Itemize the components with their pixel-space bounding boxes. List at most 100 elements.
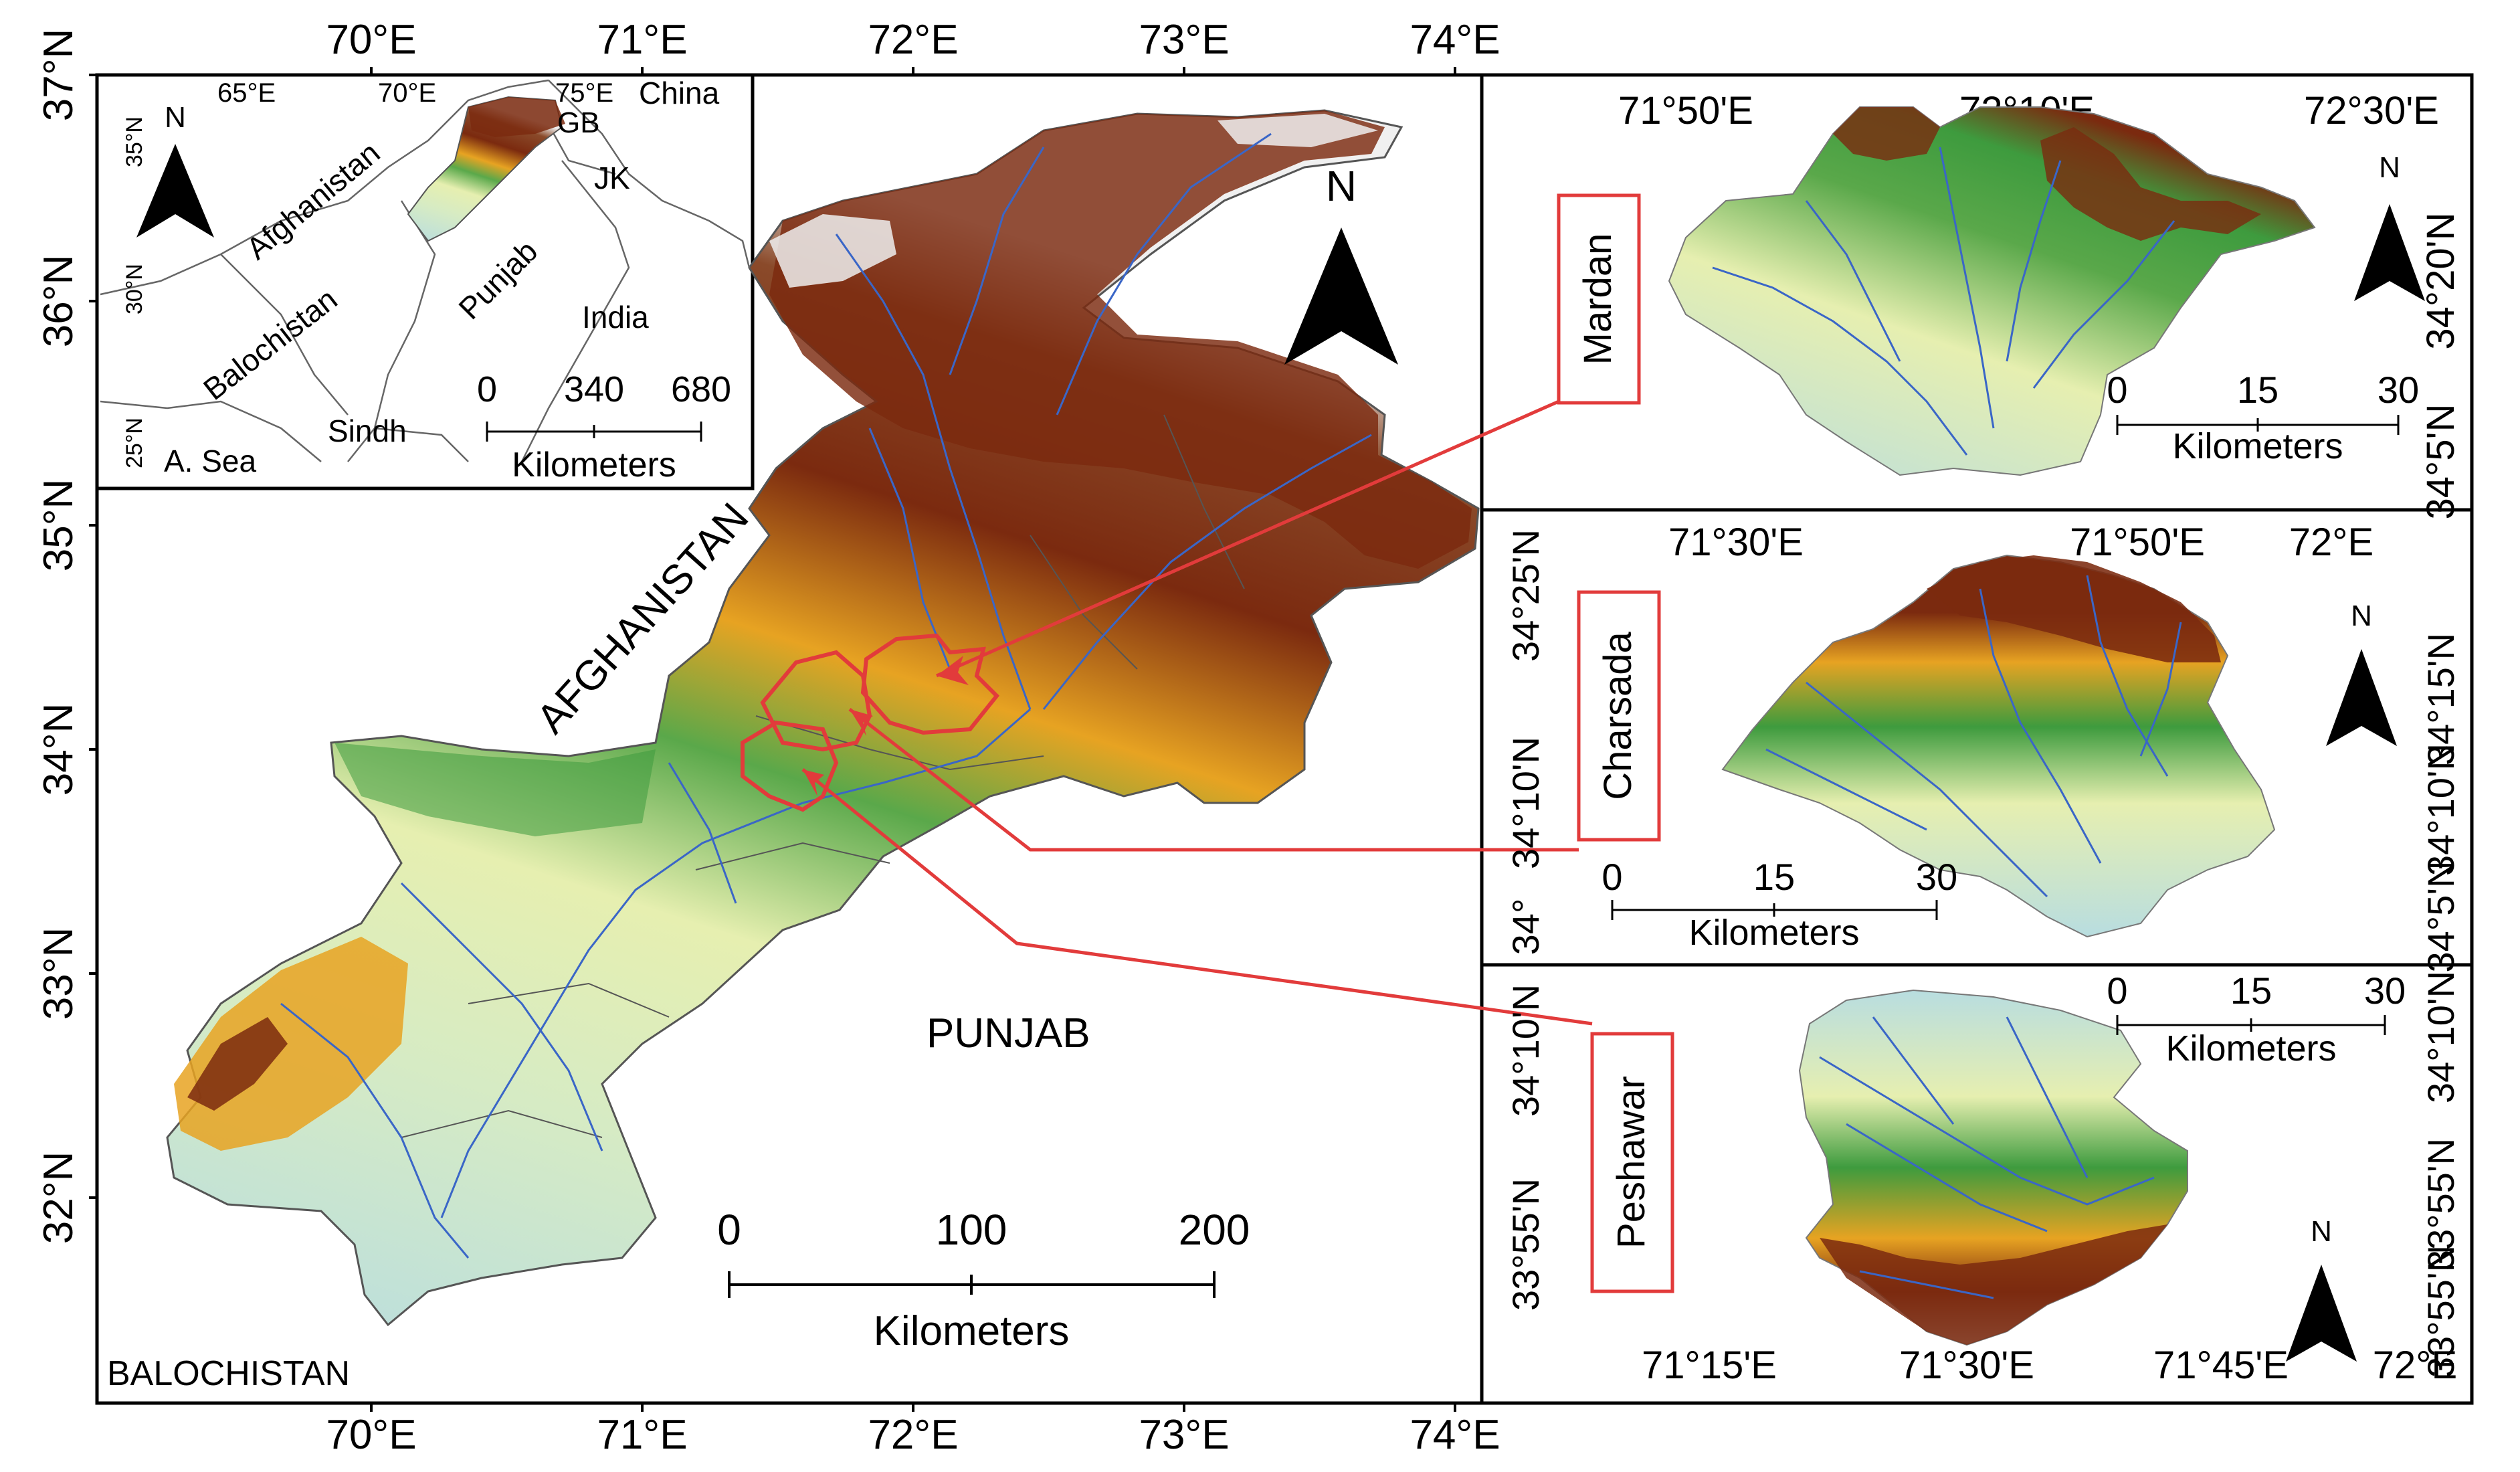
main-lon-labels-top: 70°E 71°E 72°E 73°E 74°E	[326, 17, 1500, 63]
lon-label: 70°E	[326, 17, 416, 63]
north-arrow-icon	[2286, 1265, 2357, 1362]
inset-lon-label: 65°E	[217, 78, 276, 108]
lat-label: 32°N	[35, 1152, 82, 1245]
connector-arrowheads	[803, 656, 969, 796]
north-label: N	[165, 101, 186, 134]
panel-lat-label: 33°55'N	[2420, 1245, 2462, 1378]
scale-unit: Kilometers	[1688, 913, 1859, 953]
panel-lat-label: 34°5'N	[2419, 404, 2462, 520]
charsada-north-arrow: N	[2326, 600, 2397, 746]
panel-lon-label: 72°30'E	[2304, 89, 2439, 132]
north-label: N	[1326, 162, 1357, 210]
scale-unit: Kilometers	[874, 1308, 1070, 1354]
lon-label: 73°E	[1139, 17, 1229, 63]
inset-lat-label: 25°N	[122, 418, 147, 468]
lat-label: 36°N	[35, 255, 82, 348]
north-arrow-icon	[136, 144, 214, 238]
lon-label: 74°E	[1410, 17, 1500, 63]
mardan-name-box	[1557, 193, 1641, 405]
scale-tick: 15	[2237, 369, 2279, 411]
charsada-name-box	[1577, 590, 1661, 842]
scale-tick: 0	[717, 1206, 741, 1254]
panel-lon-label: 71°45'E	[2153, 1344, 2289, 1387]
scale-unit: Kilometers	[2165, 1028, 2336, 1069]
inset-scale-bar: 0 340 680 Kilometers	[477, 369, 731, 484]
lon-label: 71°E	[597, 1412, 687, 1458]
kp-highlands	[769, 110, 1472, 569]
mardan-panel: 71°50'E 72°10'E 72°30'E 34°20'N 34°5'N M…	[1557, 89, 2462, 520]
scale-unit: Kilometers	[2172, 426, 2343, 466]
inset-north-arrow: N	[136, 101, 214, 238]
panel-lat-label: 34°25'N	[1505, 529, 1547, 662]
scale-tick: 0	[2107, 970, 2127, 1012]
main-ticks	[89, 67, 1456, 1412]
north-arrow-icon	[1284, 227, 1398, 365]
panel-lon-label: 71°30'E	[1899, 1344, 2034, 1387]
lat-label: 34°N	[35, 703, 82, 796]
panel-lat-label: 34°	[1505, 899, 1547, 955]
peshawar-rivers	[1819, 1016, 2155, 1299]
kp-southwest-peaks	[187, 1017, 288, 1111]
north-arrow-icon	[2354, 204, 2425, 301]
mardan-outline	[860, 633, 1000, 735]
lon-label: 70°E	[326, 1412, 416, 1458]
peshawar-highlands	[1820, 1224, 2167, 1345]
scale-tick: 30	[2364, 970, 2406, 1012]
scale-tick: 680	[671, 369, 731, 409]
charsada-highlands	[1927, 555, 2221, 662]
panel-lon-label: 72°E	[2289, 521, 2373, 564]
lat-label: 33°N	[35, 927, 82, 1020]
mardan-highlands	[1833, 107, 2261, 241]
mardan-name: Mardan	[1576, 234, 1620, 365]
panel-lat-label: 34°5'N	[2420, 861, 2462, 973]
inset-label-sindh: Sindh	[328, 413, 407, 448]
kp-province-map	[166, 109, 1480, 1327]
balochistan-label: BALOCHISTAN	[107, 1354, 350, 1393]
scale-tick: 30	[2378, 369, 2419, 411]
punjab-label: PUNJAB	[927, 1010, 1090, 1056]
charsada-rivers	[1765, 575, 2182, 898]
north-arrow-icon	[2326, 649, 2397, 746]
charsada-panel: 71°30'E 71°50'E 72°E 34°25'N 34°10'N 34°…	[1505, 521, 2462, 972]
charsada-scale-bar: 0 15 30 Kilometers	[1602, 856, 1957, 953]
panel-lat-label: 34°10'N	[1505, 737, 1547, 869]
scale-tick: 340	[564, 369, 624, 409]
main-north-arrow: N	[1284, 162, 1398, 365]
scale-tick: 15	[2230, 970, 2272, 1012]
scale-tick: 200	[1179, 1206, 1250, 1254]
inset-gb-highlight	[468, 97, 565, 137]
lon-label: 74°E	[1410, 1412, 1500, 1458]
panel-lon-label: 71°50'E	[1618, 89, 1753, 132]
panel-lat-label: 34°10'N	[1505, 984, 1547, 1117]
inset-label-india: India	[582, 300, 649, 335]
inset-lon-label: 70°E	[378, 78, 436, 108]
inset-label-gb: GB	[557, 106, 600, 139]
main-scale-bar: 0 100 200 Kilometers	[717, 1206, 1250, 1354]
inset-lat-label: 30°N	[122, 264, 147, 314]
panel-lon-label: 71°50'E	[2070, 521, 2205, 564]
mardan-north-arrow: N	[2354, 151, 2425, 301]
inset-label-jk: JK	[594, 161, 630, 195]
peshawar-outline	[741, 720, 839, 812]
inset-label-sea: A. Sea	[164, 444, 257, 478]
lon-label: 72°E	[868, 1412, 958, 1458]
inset-frame	[95, 73, 755, 490]
lon-label: 72°E	[868, 17, 958, 63]
panel-lon-label: 71°15'E	[1642, 1344, 1777, 1387]
scale-tick: 15	[1753, 856, 1795, 898]
connector-lines	[801, 399, 1593, 1026]
scale-tick: 0	[2107, 369, 2127, 411]
peshawar-name-box	[1590, 1032, 1674, 1293]
panel-lat-label: 33°55'N	[2420, 1138, 2462, 1271]
panel-lon-label: 71°30'E	[1668, 521, 1804, 564]
rivers	[280, 132, 1372, 1259]
inset-lat-label: 35°N	[122, 116, 147, 167]
lon-label: 73°E	[1139, 1412, 1229, 1458]
main-lon-labels-bottom: 70°E 71°E 72°E 73°E 74°E	[326, 1412, 1500, 1458]
panel-lon-label: 72°E	[2373, 1344, 2457, 1387]
mardan-rivers	[1712, 147, 2175, 456]
kp-peaks	[769, 114, 1378, 288]
north-label: N	[2351, 600, 2372, 632]
inset-label-china: China	[639, 76, 720, 110]
